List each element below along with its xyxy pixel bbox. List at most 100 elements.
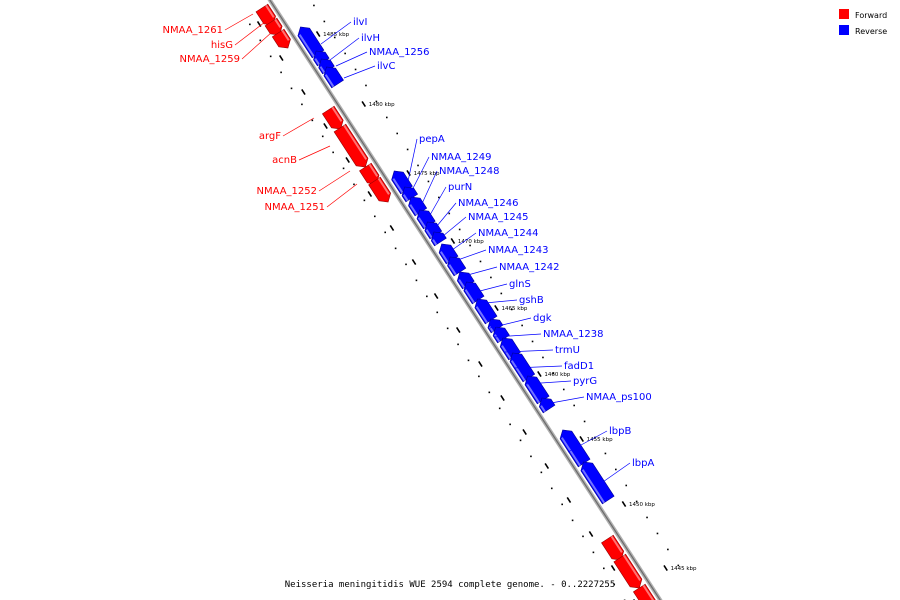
gene-highlight bbox=[274, 18, 282, 28]
gene-label-ilvh: ilvH bbox=[361, 33, 380, 44]
gene-label-nmaa_1249: NMAA_1249 bbox=[431, 152, 492, 163]
legend: Forward Reverse bbox=[839, 9, 887, 36]
gene-feature-NMAA_1256 bbox=[318, 58, 335, 75]
gene-label-nmaa_1248: NMAA_1248 bbox=[439, 166, 500, 177]
gene-feature-NMAA_1238 bbox=[492, 326, 510, 344]
gene-feature-argF bbox=[321, 105, 344, 130]
gene-highlight bbox=[314, 58, 321, 66]
gene-feature-ilvI bbox=[297, 26, 325, 59]
track-dot-fwd bbox=[552, 372, 555, 375]
gene-label-nmaa_1261: NMAA_1261 bbox=[162, 25, 223, 36]
label-leader-line bbox=[320, 21, 352, 45]
label-leader-line bbox=[298, 145, 331, 161]
gene-label-fadd1: fadD1 bbox=[564, 361, 594, 372]
gene-highlight bbox=[265, 4, 275, 18]
track-dot-fwd bbox=[667, 548, 669, 551]
gene-feature-pyrG bbox=[524, 375, 550, 405]
track-dot-rev bbox=[540, 471, 543, 474]
axis-tick-mark bbox=[345, 157, 350, 163]
track-dot-fwd bbox=[542, 356, 544, 359]
axis-tick-major bbox=[663, 565, 668, 571]
label-leader-line bbox=[406, 138, 418, 187]
gene-label-hisg: hisG bbox=[211, 40, 233, 51]
track-dot-rev bbox=[509, 423, 511, 426]
label-leader-line bbox=[425, 186, 447, 223]
gene-highlight bbox=[610, 535, 623, 553]
gene-highlight bbox=[392, 178, 404, 194]
gene-label-nmaa_1245: NMAA_1245 bbox=[468, 212, 529, 223]
track-dot-fwd bbox=[406, 148, 409, 151]
track-dot-fwd bbox=[385, 116, 388, 119]
axis-tick-label: 1480 kbp bbox=[369, 102, 395, 108]
gene-feature-acnB bbox=[333, 123, 369, 168]
gene-feature-f1 bbox=[601, 534, 625, 561]
gene-label-dgk: dgk bbox=[533, 313, 552, 324]
gene-highlight bbox=[464, 289, 475, 304]
gene-highlight bbox=[319, 66, 326, 74]
axis-ticks: 1485 kbp 1480 kbp 1475 kbp 1470 kbp 1465 kbp… bbox=[256, 21, 697, 600]
gene-highlight bbox=[432, 239, 438, 246]
label-leader-line bbox=[525, 380, 572, 385]
track-dot-rev bbox=[446, 327, 449, 330]
axis-tick-mark bbox=[522, 429, 527, 435]
label-leader-line bbox=[436, 216, 467, 242]
gene-label-lbpb: lbpB bbox=[609, 426, 631, 437]
gene-feature-NMAA_1245 bbox=[430, 231, 447, 247]
gene-feature-f2 bbox=[613, 553, 643, 589]
axis-tick-major bbox=[494, 305, 499, 311]
track-dot-fwd bbox=[677, 564, 680, 567]
gene-label-ilvc: ilvC bbox=[377, 61, 395, 72]
label-leader-line bbox=[513, 365, 563, 369]
track-dot-rev bbox=[561, 503, 563, 506]
track-dot-rev bbox=[488, 391, 491, 394]
gene-label-nmaa_1259: NMAA_1259 bbox=[179, 54, 240, 65]
label-leader-line bbox=[407, 156, 430, 199]
track-dot-rev bbox=[478, 375, 480, 378]
gene-feature-hisG bbox=[264, 17, 283, 36]
axis-tick-mark bbox=[389, 225, 395, 231]
label-leader-line bbox=[234, 21, 266, 46]
gene-highlight bbox=[623, 554, 641, 581]
gene-label-nmaa_1238: NMAA_1238 bbox=[543, 329, 604, 340]
gene-highlight bbox=[425, 229, 433, 239]
track-dot-rev bbox=[498, 407, 501, 410]
track-dot-fwd bbox=[656, 532, 659, 535]
axis-tick-label: 1485 kbp bbox=[323, 32, 349, 38]
track-dot-fwd bbox=[646, 516, 648, 519]
label-leader-line bbox=[475, 283, 508, 293]
gene-highlight bbox=[493, 334, 501, 343]
gene-label-lbpa: lbpA bbox=[632, 458, 654, 469]
label-leader-line bbox=[326, 183, 358, 208]
gene-feature-NMAA_ps100 bbox=[538, 397, 556, 414]
gene-label-purn: purN bbox=[448, 182, 472, 193]
gene-label-argf: argF bbox=[259, 131, 281, 142]
gene-highlight bbox=[409, 204, 418, 216]
axis-tick-mark bbox=[544, 463, 550, 469]
label-leader-line bbox=[343, 65, 376, 79]
axis-tick-mark bbox=[411, 259, 417, 265]
track-dot-fwd bbox=[323, 20, 326, 23]
axis-tick-mark bbox=[301, 89, 306, 95]
axis-tick-label: 1475 kbp bbox=[414, 171, 440, 177]
label-leader-line bbox=[493, 333, 542, 338]
track-dot-rev bbox=[373, 215, 376, 218]
track-dot-fwd bbox=[427, 180, 430, 183]
footer-caption: Neisseria meningitidis WUE 2594 complete… bbox=[285, 580, 616, 590]
gene-label-ilvi: ilvI bbox=[353, 17, 367, 28]
track-dot-rev bbox=[249, 23, 251, 26]
track-dot-rev bbox=[613, 583, 616, 586]
label-leader-line bbox=[329, 37, 360, 61]
label-leader-line bbox=[451, 249, 487, 263]
axis-tick-major bbox=[579, 436, 584, 442]
track-dot-fwd bbox=[510, 308, 513, 311]
track-dot-fwd bbox=[583, 420, 586, 423]
track-dot-rev bbox=[571, 519, 574, 522]
track-dot-rev bbox=[582, 535, 584, 538]
gene-feature-lbpA bbox=[580, 461, 615, 505]
gene-highlight bbox=[281, 29, 290, 41]
gene-features bbox=[255, 3, 656, 600]
track-dot-fwd bbox=[313, 4, 315, 7]
gene-label-nmaa_1242: NMAA_1242 bbox=[499, 262, 560, 273]
track-dot-rev bbox=[415, 279, 418, 282]
